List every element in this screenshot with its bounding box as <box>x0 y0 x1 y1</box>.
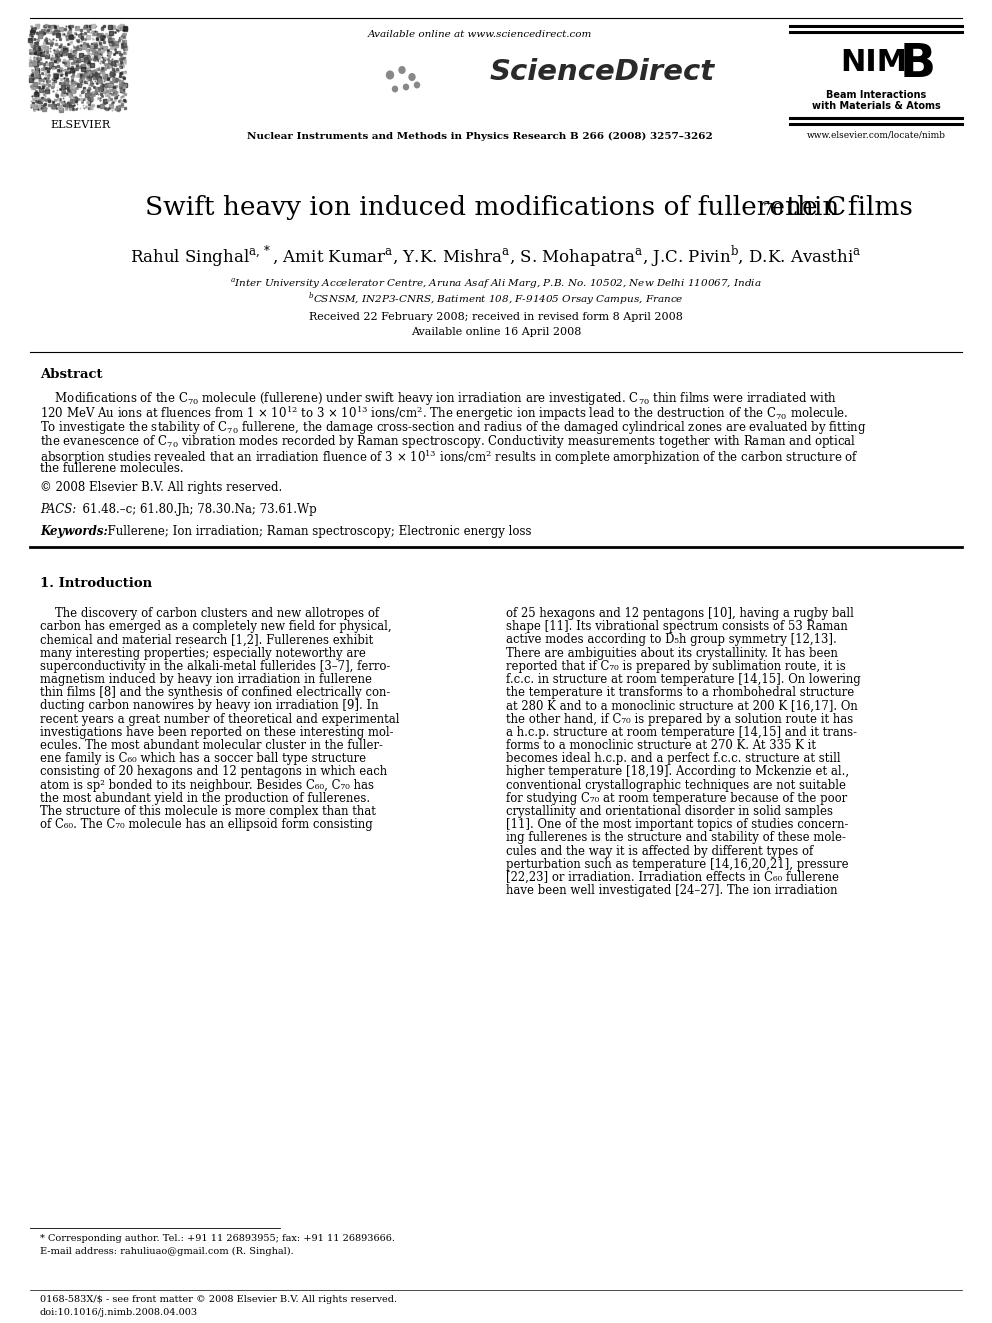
Text: reported that if C₇₀ is prepared by sublimation route, it is: reported that if C₇₀ is prepared by subl… <box>506 660 846 673</box>
Ellipse shape <box>387 71 394 79</box>
Ellipse shape <box>415 82 420 87</box>
Text: of C₆₀. The C₇₀ molecule has an ellipsoid form consisting: of C₆₀. The C₇₀ molecule has an ellipsoi… <box>40 818 373 831</box>
Text: To investigate the stability of C$_{\mathregular{70}}$ fullerene, the damage cro: To investigate the stability of C$_{\mat… <box>40 419 866 437</box>
Text: Rahul Singhal$^{\mathregular{a,*}}$, Amit Kumar$^{\mathregular{a}}$, Y.K. Mishra: Rahul Singhal$^{\mathregular{a,*}}$, Ami… <box>130 243 862 269</box>
Text: Received 22 February 2008; received in revised form 8 April 2008: Received 22 February 2008; received in r… <box>310 312 682 321</box>
Text: becomes ideal h.c.p. and a perfect f.c.c. structure at still: becomes ideal h.c.p. and a perfect f.c.c… <box>506 753 840 765</box>
Ellipse shape <box>404 85 409 90</box>
Text: at 280 K and to a monoclinic structure at 200 K [16,17]. On: at 280 K and to a monoclinic structure a… <box>506 700 858 712</box>
Ellipse shape <box>393 86 398 91</box>
Text: the fullerene molecules.: the fullerene molecules. <box>40 463 184 475</box>
Text: ecules. The most abundant molecular cluster in the fuller-: ecules. The most abundant molecular clus… <box>40 740 383 751</box>
Text: f.c.c. in structure at room temperature [14,15]. On lowering: f.c.c. in structure at room temperature … <box>506 673 861 687</box>
Text: PACS:: PACS: <box>40 503 76 516</box>
Text: ELSEVIER: ELSEVIER <box>50 120 110 130</box>
Text: B: B <box>900 42 936 87</box>
Text: Keywords:: Keywords: <box>40 525 108 538</box>
Text: doi:10.1016/j.nimb.2008.04.003: doi:10.1016/j.nimb.2008.04.003 <box>40 1308 198 1316</box>
Text: The discovery of carbon clusters and new allotropes of: The discovery of carbon clusters and new… <box>40 607 379 620</box>
Text: ing fullerenes is the structure and stability of these mole-: ing fullerenes is the structure and stab… <box>506 831 846 844</box>
Text: thin films [8] and the synthesis of confined electrically con-: thin films [8] and the synthesis of conf… <box>40 687 390 699</box>
Text: Available online at www.sciencedirect.com: Available online at www.sciencedirect.co… <box>368 30 592 38</box>
Text: carbon has emerged as a completely new field for physical,: carbon has emerged as a completely new f… <box>40 620 392 634</box>
Text: [11]. One of the most important topics of studies concern-: [11]. One of the most important topics o… <box>506 818 848 831</box>
Text: crystallinity and orientational disorder in solid samples: crystallinity and orientational disorder… <box>506 804 833 818</box>
Text: magnetism induced by heavy ion irradiation in fullerene: magnetism induced by heavy ion irradiati… <box>40 673 372 687</box>
Text: 120 MeV Au ions at fluences from 1 $\times$ 10$^{\mathregular{12}}$ to 3 $\times: 120 MeV Au ions at fluences from 1 $\tim… <box>40 405 848 423</box>
Text: perturbation such as temperature [14,16,20,21], pressure: perturbation such as temperature [14,16,… <box>506 857 848 871</box>
Text: There are ambiguities about its crystallinity. It has been: There are ambiguities about its crystall… <box>506 647 838 660</box>
Text: active modes according to D₅h group symmetry [12,13].: active modes according to D₅h group symm… <box>506 634 836 647</box>
Text: $^{\mathregular{a}}$Inter University Accelerator Centre, Aruna Asaf Ali Marg, P.: $^{\mathregular{a}}$Inter University Acc… <box>230 277 762 291</box>
Text: consisting of 20 hexagons and 12 pentagons in which each: consisting of 20 hexagons and 12 pentago… <box>40 766 387 778</box>
Text: ene family is C₆₀ which has a soccer ball type structure: ene family is C₆₀ which has a soccer bal… <box>40 753 366 765</box>
Text: 0168-583X/$ - see front matter © 2008 Elsevier B.V. All rights reserved.: 0168-583X/$ - see front matter © 2008 El… <box>40 1295 397 1304</box>
Text: absorption studies revealed that an irradiation fluence of 3 $\times$ 10$^{\math: absorption studies revealed that an irra… <box>40 448 859 467</box>
Text: Nuclear Instruments and Methods in Physics Research B 266 (2008) 3257–3262: Nuclear Instruments and Methods in Physi… <box>247 132 713 142</box>
Text: the temperature it transforms to a rhombohedral structure: the temperature it transforms to a rhomb… <box>506 687 854 699</box>
Text: many interesting properties; especially noteworthy are: many interesting properties; especially … <box>40 647 366 660</box>
Text: The structure of this molecule is more complex than that: The structure of this molecule is more c… <box>40 804 376 818</box>
Text: with Materials & Atoms: with Materials & Atoms <box>811 101 940 111</box>
Text: the evanescence of C$_{\mathregular{70}}$ vibration modes recorded by Raman spec: the evanescence of C$_{\mathregular{70}}… <box>40 434 856 451</box>
Text: forms to a monoclinic structure at 270 K. At 335 K it: forms to a monoclinic structure at 270 K… <box>506 740 816 751</box>
Text: chemical and material research [1,2]. Fullerenes exhibit: chemical and material research [1,2]. Fu… <box>40 634 373 647</box>
Text: Beam Interactions: Beam Interactions <box>826 90 927 101</box>
Text: cules and the way it is affected by different types of: cules and the way it is affected by diff… <box>506 844 813 857</box>
Text: Swift heavy ion induced modifications of fullerene C: Swift heavy ion induced modifications of… <box>146 194 846 220</box>
Text: the most abundant yield in the production of fullerenes.: the most abundant yield in the productio… <box>40 791 370 804</box>
Text: © 2008 Elsevier B.V. All rights reserved.: © 2008 Elsevier B.V. All rights reserved… <box>40 482 283 493</box>
Text: higher temperature [18,19]. According to Mckenzie et al.,: higher temperature [18,19]. According to… <box>506 766 849 778</box>
Text: Fullerene; Ion irradiation; Raman spectroscopy; Electronic energy loss: Fullerene; Ion irradiation; Raman spectr… <box>100 525 532 538</box>
Text: ducting carbon nanowires by heavy ion irradiation [9]. In: ducting carbon nanowires by heavy ion ir… <box>40 700 379 712</box>
Text: of 25 hexagons and 12 pentagons [10], having a rugby ball: of 25 hexagons and 12 pentagons [10], ha… <box>506 607 854 620</box>
Ellipse shape <box>399 66 405 73</box>
Text: for studying C₇₀ at room temperature because of the poor: for studying C₇₀ at room temperature bec… <box>506 791 847 804</box>
Text: Abstract: Abstract <box>40 368 102 381</box>
Text: have been well investigated [24–27]. The ion irradiation: have been well investigated [24–27]. The… <box>506 884 837 897</box>
Text: * Corresponding author. Tel.: +91 11 26893955; fax: +91 11 26893666.: * Corresponding author. Tel.: +91 11 268… <box>40 1234 395 1244</box>
Text: superconductivity in the alkali-metal fullerides [3–7], ferro-: superconductivity in the alkali-metal fu… <box>40 660 390 673</box>
Text: investigations have been reported on these interesting mol-: investigations have been reported on the… <box>40 726 394 738</box>
Text: NIM: NIM <box>840 48 907 77</box>
Text: E-mail address: rahuliuao@gmail.com (R. Singhal).: E-mail address: rahuliuao@gmail.com (R. … <box>40 1248 294 1256</box>
Text: recent years a great number of theoretical and experimental: recent years a great number of theoretic… <box>40 713 400 725</box>
Text: conventional crystallographic techniques are not suitable: conventional crystallographic techniques… <box>506 779 846 791</box>
Text: Modifications of the C$_{\mathregular{70}}$ molecule (fullerene) under swift hea: Modifications of the C$_{\mathregular{70… <box>40 390 837 407</box>
Text: [22,23] or irradiation. Irradiation effects in C₆₀ fullerene: [22,23] or irradiation. Irradiation effe… <box>506 871 839 884</box>
Text: atom is sp² bonded to its neighbour. Besides C₆₀, C₇₀ has: atom is sp² bonded to its neighbour. Bes… <box>40 779 374 791</box>
Text: ScienceDirect: ScienceDirect <box>490 58 715 86</box>
Text: the other hand, if C₇₀ is prepared by a solution route it has: the other hand, if C₇₀ is prepared by a … <box>506 713 853 725</box>
Text: a h.c.p. structure at room temperature [14,15] and it trans-: a h.c.p. structure at room temperature [… <box>506 726 857 738</box>
Text: shape [11]. Its vibrational spectrum consists of 53 Raman: shape [11]. Its vibrational spectrum con… <box>506 620 848 634</box>
Text: thin films: thin films <box>778 194 913 220</box>
Text: 70: 70 <box>763 202 785 220</box>
Ellipse shape <box>409 74 415 81</box>
Text: Available online 16 April 2008: Available online 16 April 2008 <box>411 327 581 337</box>
Text: www.elsevier.com/locate/nimb: www.elsevier.com/locate/nimb <box>806 130 945 139</box>
Text: $^{\mathregular{b}}$CSNSM, IN2P3-CNRS, Batiment 108, F-91405 Orsay Campus, Franc: $^{\mathregular{b}}$CSNSM, IN2P3-CNRS, B… <box>309 291 683 308</box>
Text: 61.48.–c; 61.80.Jh; 78.30.Na; 73.61.Wp: 61.48.–c; 61.80.Jh; 78.30.Na; 73.61.Wp <box>75 503 316 516</box>
Text: 1. Introduction: 1. Introduction <box>40 577 152 590</box>
